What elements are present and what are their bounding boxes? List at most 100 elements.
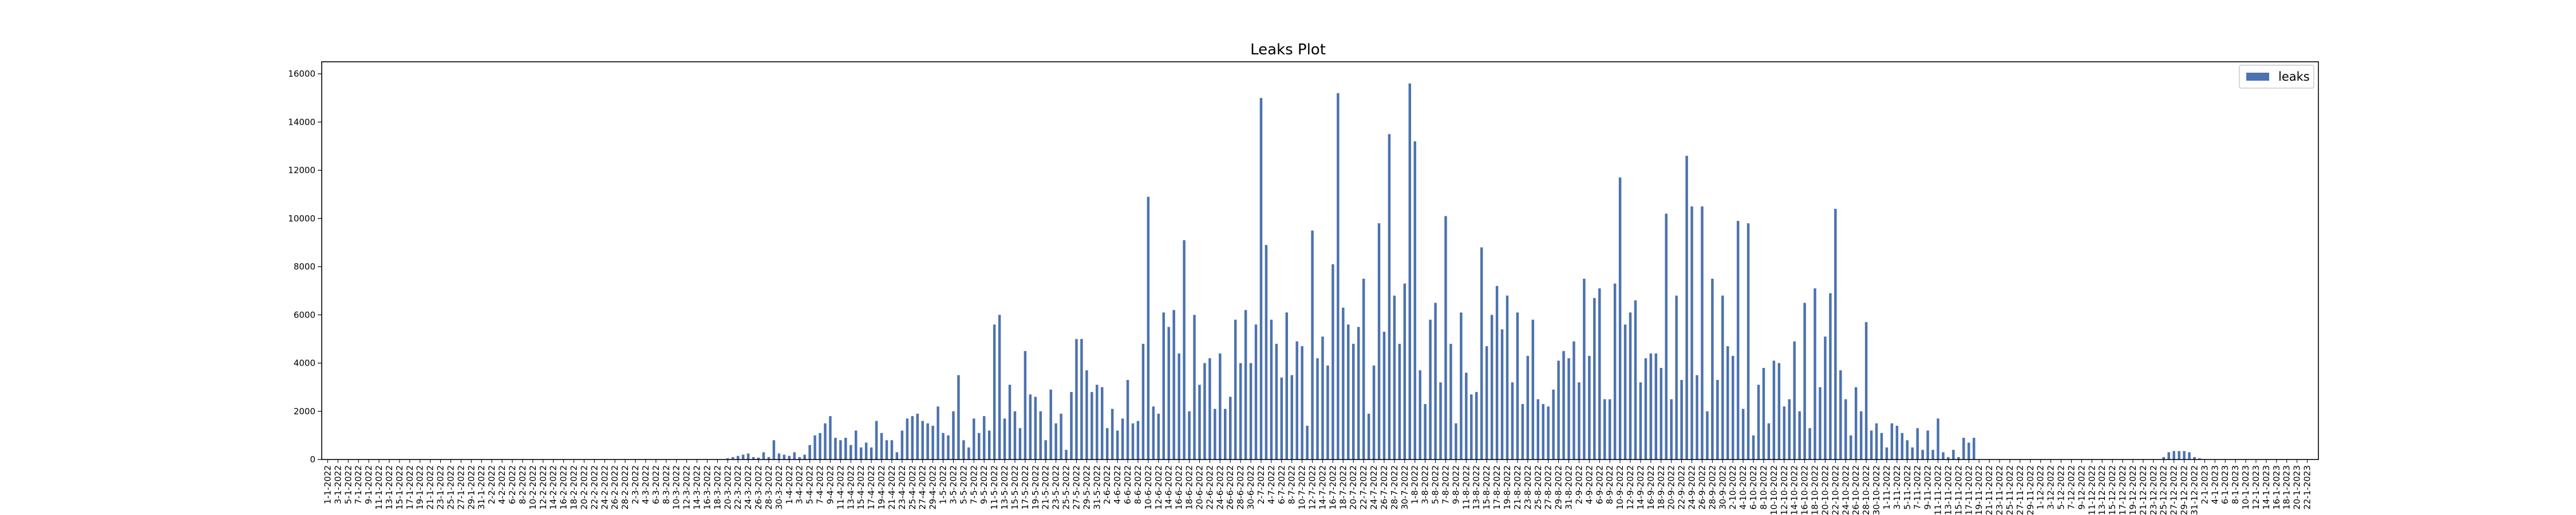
bar: [1962, 438, 1965, 459]
x-tick-label: 16-1-2023: [2271, 465, 2282, 510]
bar: [1485, 346, 1488, 459]
bar: [1208, 358, 1211, 459]
bar: [1701, 206, 1704, 459]
bar: [942, 433, 945, 459]
bar: [1890, 423, 1894, 459]
x-tick-label: 9-8-2022: [1451, 465, 1461, 504]
bar: [1578, 382, 1581, 459]
bar: [1049, 389, 1052, 459]
bar: [1583, 279, 1586, 459]
bar: [1147, 196, 1150, 459]
bar: [1552, 389, 1555, 459]
x-tick-label: 5-12-2022: [2056, 465, 2067, 510]
bar: [1639, 382, 1642, 459]
bar: [767, 457, 771, 459]
bar: [808, 445, 811, 459]
x-tick-label: 7-5-2022: [969, 465, 979, 504]
bar: [1808, 428, 1811, 459]
x-tick-label: 27-8-2022: [1543, 465, 1554, 510]
x-tick-label: 27-4-2022: [918, 465, 928, 510]
x-tick-label: 28-3-2022: [764, 465, 774, 510]
x-tick-label: 24-10-2022: [1840, 465, 1851, 515]
bar: [1321, 336, 1324, 459]
x-tick-label: 6-1-2023: [2220, 465, 2230, 504]
bar: [1706, 411, 1709, 459]
x-tick-label: 8-2-2022: [517, 465, 528, 504]
x-tick-label: 17-11-2022: [1963, 465, 1974, 515]
bar: [1947, 457, 1950, 459]
x-tick-label: 9-11-2022: [1923, 465, 1933, 510]
bar: [906, 418, 909, 459]
x-tick-label: 20-2-2022: [579, 465, 589, 510]
bar: [957, 375, 960, 459]
x-tick-label: 20-9-2022: [1666, 465, 1677, 510]
bar: [824, 423, 827, 459]
x-tick-label: 23-11-2022: [1994, 465, 2005, 515]
x-tick-label: 1-4-2022: [784, 465, 795, 504]
bar: [998, 315, 1001, 459]
x-tick-label: 4-7-2022: [1266, 465, 1277, 504]
bar: [1244, 310, 1247, 459]
bar: [1091, 392, 1093, 459]
x-tick-label: 26-3-2022: [753, 465, 764, 510]
x-tick-label: 24-9-2022: [1687, 465, 1697, 510]
bar: [1644, 358, 1647, 459]
bar: [1696, 375, 1698, 459]
bar: [1449, 343, 1452, 459]
x-tick-label: 16-2-2022: [559, 465, 569, 510]
bar: [1690, 206, 1693, 459]
y-tick-label: 12000: [288, 165, 315, 176]
x-tick-label: 28-6-2022: [1235, 465, 1246, 510]
bar: [1937, 418, 1939, 459]
bar: [1721, 295, 1724, 459]
bar: [1352, 343, 1355, 459]
bar: [931, 426, 934, 459]
x-tick-label: 12-6-2022: [1153, 465, 1164, 510]
bar: [1670, 399, 1673, 459]
bar: [1603, 399, 1606, 459]
y-tick-label: 6000: [294, 310, 315, 320]
bar: [1829, 293, 1832, 459]
bar: [1372, 365, 1376, 459]
bar: [880, 433, 883, 459]
bar: [1716, 380, 1719, 459]
x-tick-label: 6-9-2022: [1594, 465, 1605, 504]
bar: [1429, 319, 1432, 459]
bar: [885, 440, 888, 459]
x-tick-label: 28-7-2022: [1389, 465, 1400, 510]
x-tick-label: 6-3-2022: [651, 465, 661, 504]
x-tick-label: 17-4-2022: [866, 465, 876, 510]
bar: [1588, 355, 1591, 459]
x-tick-label: 10-2-2022: [528, 465, 538, 510]
x-tick-label: 19-5-2022: [1030, 465, 1041, 510]
x-tick-label: 5-8-2022: [1431, 465, 1441, 504]
bar: [1536, 399, 1539, 459]
x-tick-label: 12-1-2023: [2251, 465, 2261, 510]
x-tick-label: 1-1-2022: [322, 465, 333, 504]
x-tick-label: 14-3-2022: [692, 465, 702, 510]
bar: [736, 455, 740, 459]
x-tick-label: 25-1-2022: [445, 465, 456, 510]
bar: [1475, 392, 1478, 459]
bar: [1757, 385, 1760, 459]
bar: [1752, 435, 1755, 459]
plot-frame: [321, 61, 2319, 460]
bar: [1311, 230, 1314, 459]
bar: [726, 458, 729, 459]
bar: [1875, 423, 1878, 459]
x-tick-label: 10-9-2022: [1615, 465, 1625, 510]
bar: [1470, 394, 1473, 459]
x-tick-label: 8-6-2022: [1133, 465, 1143, 504]
bar: [1824, 336, 1827, 459]
bar: [1526, 355, 1530, 459]
bar: [1747, 223, 1750, 459]
bar: [1424, 404, 1427, 459]
x-tick-label: 2-6-2022: [1102, 465, 1112, 504]
bar: [1347, 324, 1350, 459]
bar: [1649, 353, 1653, 459]
bar: [1183, 240, 1186, 459]
bar: [1054, 423, 1057, 459]
bar: [987, 430, 991, 459]
x-tick-label: 19-4-2022: [876, 465, 887, 510]
bar: [783, 454, 786, 459]
